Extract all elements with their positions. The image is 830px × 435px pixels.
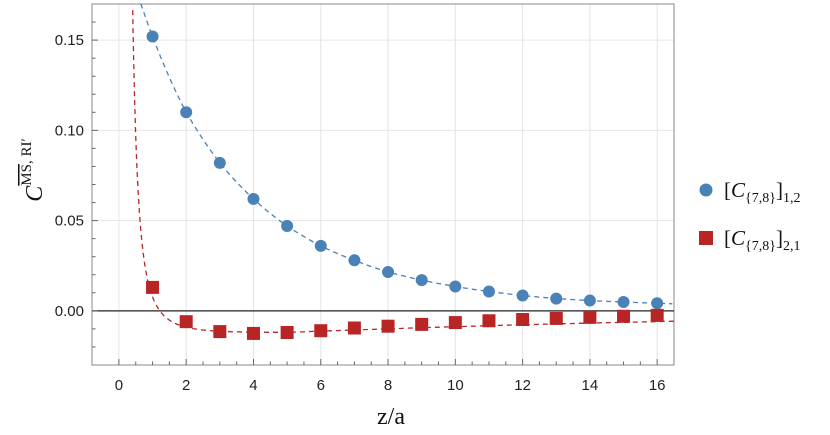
data-point-series-2 bbox=[381, 319, 395, 333]
x-tick-label: 6 bbox=[317, 377, 325, 394]
data-point-series-2 bbox=[146, 280, 160, 294]
legend: [C{7,8}]1,2[C{7,8}]2,1 bbox=[699, 178, 800, 254]
x-tick-label: 12 bbox=[514, 377, 531, 394]
legend-bracket-open: [ bbox=[724, 178, 731, 202]
x-tick-label: 4 bbox=[249, 377, 257, 394]
data-point-series-2 bbox=[448, 316, 462, 330]
legend-sub-inner: {7,8} bbox=[745, 191, 776, 206]
legend-letter: C bbox=[731, 226, 746, 250]
y-axis-label-sup-ms: MS bbox=[19, 164, 35, 186]
fit-curve-series-2 bbox=[132, 10, 675, 334]
legend-label: [C{7,8}]2,1 bbox=[724, 226, 800, 254]
data-point-series-2 bbox=[516, 313, 530, 327]
x-tick-label: 16 bbox=[649, 377, 666, 394]
y-axis-label: CMS, RI′ bbox=[19, 138, 48, 201]
fit-curves bbox=[132, 3, 675, 334]
data-point-series-2 bbox=[246, 326, 260, 340]
data-point-series-1 bbox=[516, 289, 529, 302]
x-tick-label: 14 bbox=[582, 377, 599, 394]
legend-entry-1: [C{7,8}]1,2 bbox=[699, 178, 800, 206]
legend-bracket-close: ] bbox=[776, 178, 783, 202]
legend-bracket-close: ] bbox=[776, 226, 783, 250]
legend-marker-square bbox=[699, 231, 713, 245]
data-point-series-2 bbox=[415, 317, 429, 331]
data-point-series-2 bbox=[583, 310, 597, 324]
data-point-series-1 bbox=[550, 292, 563, 305]
x-tick-label: 10 bbox=[447, 377, 464, 394]
data-point-series-1 bbox=[617, 296, 630, 309]
x-tick-label: 8 bbox=[384, 377, 392, 394]
data-point-series-1 bbox=[482, 285, 495, 298]
data-point-series-1 bbox=[583, 294, 596, 307]
legend-sub-outer: 2,1 bbox=[783, 239, 801, 254]
data-point-series-1 bbox=[146, 30, 159, 43]
data-point-series-2 bbox=[179, 315, 193, 329]
legend-sub-outer: 1,2 bbox=[783, 191, 801, 206]
svg-text:CMS, RI′: CMS, RI′ bbox=[19, 138, 48, 201]
legend-bracket-open: [ bbox=[724, 226, 731, 250]
y-tick-label: 0.10 bbox=[55, 122, 84, 139]
data-point-series-2 bbox=[482, 314, 496, 328]
data-point-series-2 bbox=[650, 308, 664, 322]
data-point-series-1 bbox=[382, 266, 395, 279]
data-point-series-1 bbox=[651, 297, 664, 310]
x-tick-label: 0 bbox=[115, 377, 123, 394]
data-point-series-1 bbox=[213, 156, 226, 169]
y-tick-label: 0.05 bbox=[55, 213, 84, 230]
data-point-series-1 bbox=[415, 274, 428, 287]
y-axis-label-sup-rest: , RI′ bbox=[19, 138, 35, 164]
data-point-series-1 bbox=[348, 254, 361, 267]
legend-marker-circle bbox=[699, 183, 713, 197]
data-point-series-1 bbox=[314, 239, 327, 252]
data-markers bbox=[146, 30, 664, 340]
data-point-series-2 bbox=[347, 321, 361, 335]
legend-sub-inner: {7,8} bbox=[745, 239, 776, 254]
y-axis-label-base: C bbox=[22, 185, 48, 202]
x-tick-label: 2 bbox=[182, 377, 190, 394]
fit-curve-series-1 bbox=[139, 3, 673, 305]
data-point-series-2 bbox=[213, 325, 227, 339]
data-point-series-2 bbox=[617, 309, 631, 323]
legend-label: [C{7,8}]1,2 bbox=[724, 178, 800, 206]
x-axis-label: z/a bbox=[377, 404, 405, 430]
data-point-series-2 bbox=[314, 324, 328, 338]
data-point-series-1 bbox=[281, 220, 294, 233]
data-point-series-1 bbox=[180, 106, 193, 119]
data-point-series-1 bbox=[449, 280, 462, 293]
data-point-series-2 bbox=[280, 326, 294, 340]
data-point-series-1 bbox=[247, 192, 260, 205]
y-tick-label: 0.15 bbox=[55, 32, 84, 49]
y-tick-label: 0.00 bbox=[55, 303, 84, 320]
legend-entry-2: [C{7,8}]2,1 bbox=[699, 226, 800, 254]
data-point-series-2 bbox=[549, 311, 563, 325]
legend-letter: C bbox=[731, 178, 746, 202]
ticks: 0 2 4 6 8 10 12 14 16 0.00 0.05 0.10 0.15 bbox=[55, 21, 666, 394]
